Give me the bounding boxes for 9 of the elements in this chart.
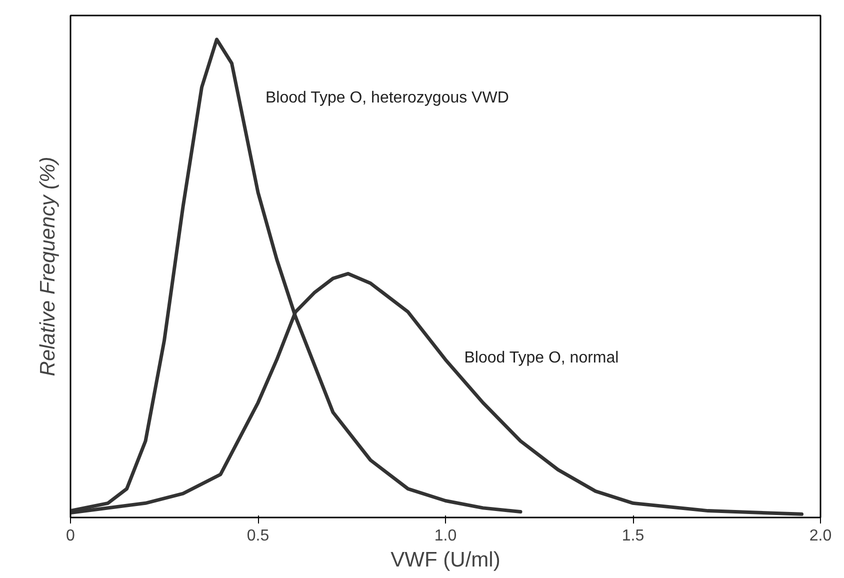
x-tick-label: 0 xyxy=(66,528,76,544)
y-axis-title: Relative Frequency (%) xyxy=(36,156,60,376)
series-label: Blood Type O, normal xyxy=(464,349,619,366)
series-label: Blood Type O, heterozygous VWD xyxy=(266,89,509,106)
x-tick-label: 1.5 xyxy=(622,528,644,544)
x-tick-label: 2.0 xyxy=(809,528,832,544)
x-axis-title: VWF (U/ml) xyxy=(390,548,500,572)
x-tick-label: 0.5 xyxy=(246,528,270,544)
x-tick-label: 1.0 xyxy=(434,528,457,544)
